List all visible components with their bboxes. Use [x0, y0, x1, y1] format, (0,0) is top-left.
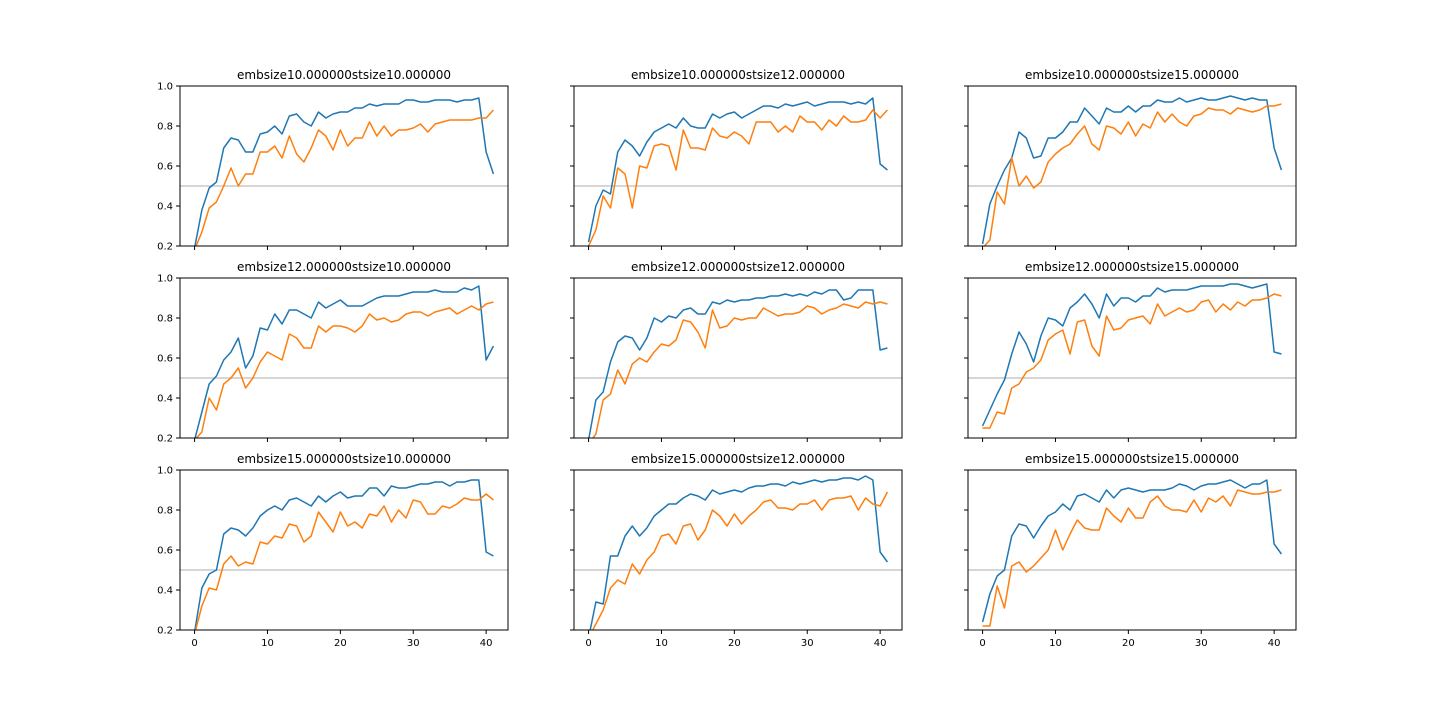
y-tick-label: 1.0	[157, 82, 173, 93]
subplot-6: embsize12.000000stsize15.000000	[964, 260, 1297, 442]
series-line-2	[983, 103, 1282, 246]
axes-frame	[179, 469, 509, 631]
y-tick-label: 1.0	[157, 274, 173, 285]
subplot-title: embsize12.000000stsize12.000000	[631, 260, 845, 274]
axes-frame	[179, 277, 509, 439]
x-tick-label: 10	[655, 638, 668, 649]
x-tick-label: 30	[1195, 638, 1208, 649]
x-tick-label: 10	[261, 638, 274, 649]
x-tick-label: 40	[874, 638, 887, 649]
y-tick-label: 0.6	[157, 546, 173, 557]
subplot-title: embsize10.000000stsize15.000000	[1025, 68, 1239, 82]
x-tick-label: 20	[334, 638, 347, 649]
series-line-1	[194, 97, 495, 246]
subplot-title: embsize10.000000stsize10.000000	[237, 68, 451, 82]
axes-frame	[967, 469, 1297, 631]
y-tick-label: 0.8	[157, 122, 173, 133]
axes-frame	[573, 469, 903, 631]
series-line-1	[981, 95, 1283, 245]
y-tick-label: 0.8	[157, 506, 173, 517]
series-line-1	[981, 283, 1282, 427]
x-tick-label: 20	[728, 638, 741, 649]
axes-frame	[179, 85, 509, 247]
series-line-2	[591, 491, 889, 630]
subplot-7: embsize15.000000stsize10.000000 0.2 0.4 0.6…	[157, 452, 509, 649]
y-tick-label: 0.4	[157, 394, 173, 405]
x-tick-label: 40	[480, 638, 493, 649]
subplot-1: embsize10.000000stsize10.000000 0.2 0.4 0.6…	[157, 68, 509, 253]
series-line-1	[194, 479, 494, 630]
subplot-3: embsize10.000000stsize15.000000	[964, 68, 1297, 250]
series-line-2	[195, 109, 494, 246]
y-tick-label: 0.2	[157, 242, 173, 253]
subplot-title: embsize15.000000stsize15.000000	[1025, 452, 1239, 466]
series-line-2	[982, 489, 1282, 627]
series-line-2	[194, 493, 494, 630]
series-line-2	[587, 109, 888, 246]
y-tick-label: 0.4	[157, 202, 173, 213]
y-tick-label: 0.4	[157, 586, 173, 597]
y-tick-label: 1.0	[157, 466, 173, 477]
subplot-title: embsize15.000000stsize12.000000	[631, 452, 845, 466]
subplot-2: embsize10.000000stsize12.000000	[570, 68, 903, 250]
series-line-1	[589, 475, 889, 630]
subplot-8: embsize15.000000stsize12.000000 0 10 20 30 40	[570, 452, 903, 649]
axes-frame	[573, 277, 903, 439]
x-tick-label: 0	[585, 638, 591, 649]
y-tick-label: 0.6	[157, 162, 173, 173]
x-tick-label: 30	[801, 638, 814, 649]
series-line-2	[195, 301, 494, 438]
series-line-1	[587, 97, 888, 243]
x-tick-label: 20	[1122, 638, 1135, 649]
y-tick-label: 0.2	[157, 434, 173, 445]
subplot-title: embsize15.000000stsize10.000000	[237, 452, 451, 466]
axes-frame	[967, 277, 1297, 439]
y-tick-label: 0.6	[157, 354, 173, 365]
x-tick-label: 10	[1049, 638, 1062, 649]
x-tick-label: 40	[1268, 638, 1281, 649]
series-line-1	[588, 289, 888, 438]
subplot-4: embsize12.000000stsize10.000000 0.2 0.4 0.6…	[157, 260, 509, 445]
subplot-title: embsize12.000000stsize15.000000	[1025, 260, 1239, 274]
series-line-1	[194, 285, 495, 438]
subplot-5: embsize12.000000stsize12.000000	[570, 260, 903, 442]
subplot-title: embsize10.000000stsize12.000000	[631, 68, 845, 82]
x-tick-label: 0	[191, 638, 197, 649]
subplot-9: embsize15.000000stsize15.000000 0 10 20 30 40	[964, 452, 1297, 649]
series-line-1	[981, 479, 1283, 623]
y-tick-label: 0.8	[157, 314, 173, 325]
series-line-2	[592, 301, 888, 438]
y-tick-label: 0.2	[157, 626, 173, 637]
x-tick-label: 0	[979, 638, 985, 649]
x-tick-label: 30	[407, 638, 420, 649]
subplot-title: embsize12.000000stsize10.000000	[237, 260, 451, 274]
series-line-2	[982, 293, 1282, 429]
axes-frame	[573, 85, 903, 247]
